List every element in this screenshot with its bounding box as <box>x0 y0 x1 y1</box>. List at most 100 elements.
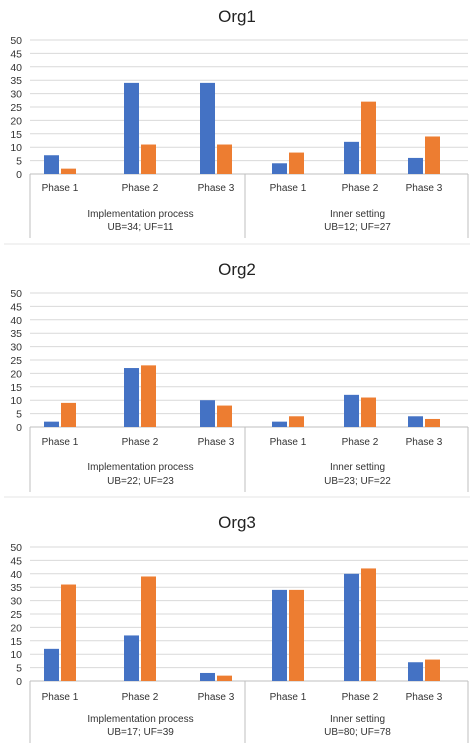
x-category-label: Phase 2 <box>122 183 159 194</box>
y-tick-label: 5 <box>16 663 22 675</box>
y-tick-label: 35 <box>10 75 22 87</box>
bar-series2-4 <box>289 416 304 427</box>
y-tick-label: 0 <box>16 422 22 434</box>
bar-series1-6 <box>408 662 423 681</box>
y-tick-label: 15 <box>10 636 22 648</box>
x-group-stats: UB=12; UF=27 <box>324 222 391 233</box>
y-tick-label: 30 <box>10 342 22 354</box>
y-tick-label: 15 <box>10 129 22 141</box>
bar-series1-5 <box>344 394 359 427</box>
x-category-label: Phase 1 <box>270 183 307 194</box>
x-category-label: Phase 2 <box>342 692 379 703</box>
bar-series1-3 <box>200 400 215 427</box>
x-group-label: Implementation process <box>87 209 193 220</box>
y-tick-label: 10 <box>10 649 22 661</box>
bar-series1-4 <box>272 163 287 174</box>
y-tick-label: 20 <box>10 115 22 127</box>
x-group-label: Implementation process <box>87 462 193 473</box>
y-tick-label: 0 <box>16 676 22 688</box>
x-group-stats: UB=22; UF=23 <box>107 476 174 487</box>
bar-series2-2 <box>141 365 156 427</box>
y-tick-label: 45 <box>10 48 22 60</box>
y-tick-label: 5 <box>16 156 22 168</box>
bar-series1-2 <box>124 368 139 427</box>
chart-title: Org3 <box>218 513 256 532</box>
y-tick-label: 15 <box>10 382 22 394</box>
bar-series2-4 <box>289 152 304 174</box>
bar-series1-1 <box>44 648 59 681</box>
x-category-label: Phase 3 <box>406 183 443 194</box>
x-category-label: Phase 2 <box>122 692 159 703</box>
y-tick-label: 50 <box>10 288 22 300</box>
x-category-label: Phase 2 <box>342 437 379 448</box>
y-tick-label: 35 <box>10 328 22 340</box>
bar-series2-6 <box>425 418 440 427</box>
y-tick-label: 20 <box>10 368 22 380</box>
bar-series1-3 <box>200 82 215 174</box>
x-category-label: Phase 1 <box>270 437 307 448</box>
y-tick-label: 5 <box>16 409 22 421</box>
y-tick-label: 45 <box>10 301 22 313</box>
x-group-label: Inner setting <box>330 462 385 473</box>
y-tick-label: 30 <box>10 89 22 101</box>
bar-series1-6 <box>408 157 423 174</box>
x-category-label: Phase 3 <box>406 437 443 448</box>
bar-series2-3 <box>217 144 232 174</box>
bar-series2-6 <box>425 136 440 174</box>
y-tick-label: 50 <box>10 542 22 554</box>
x-group-label: Implementation process <box>87 714 193 725</box>
x-group-label: Inner setting <box>330 209 385 220</box>
bar-series2-3 <box>217 675 232 681</box>
bar-series2-5 <box>361 568 376 681</box>
bar-series1-5 <box>344 573 359 681</box>
y-tick-label: 50 <box>10 35 22 47</box>
bar-series2-4 <box>289 589 304 681</box>
bar-series1-4 <box>272 589 287 681</box>
bar-series1-1 <box>44 421 59 427</box>
bar-series1-2 <box>124 635 139 681</box>
x-group-stats: UB=17; UF=39 <box>107 727 174 738</box>
x-group-label: Inner setting <box>330 714 385 725</box>
y-tick-label: 10 <box>10 395 22 407</box>
x-category-label: Phase 1 <box>42 437 79 448</box>
bar-series1-6 <box>408 416 423 427</box>
bar-series2-2 <box>141 576 156 681</box>
bar-series1-5 <box>344 141 359 174</box>
x-group-stats: UB=80; UF=78 <box>324 727 391 738</box>
x-category-label: Phase 3 <box>198 183 235 194</box>
x-group-stats: UB=34; UF=11 <box>108 222 174 233</box>
bar-series2-1 <box>61 168 76 174</box>
bar-series2-5 <box>361 397 376 427</box>
y-tick-label: 45 <box>10 555 22 567</box>
bar-series2-5 <box>361 101 376 174</box>
bar-series1-2 <box>124 82 139 174</box>
x-category-label: Phase 1 <box>42 183 79 194</box>
x-category-label: Phase 2 <box>342 183 379 194</box>
x-category-label: Phase 1 <box>270 692 307 703</box>
bar-series2-1 <box>61 584 76 681</box>
y-tick-label: 25 <box>10 355 22 367</box>
bar-series1-1 <box>44 155 59 174</box>
y-tick-label: 40 <box>10 62 22 74</box>
y-tick-label: 0 <box>16 169 22 181</box>
y-tick-label: 25 <box>10 609 22 621</box>
bar-series1-4 <box>272 421 287 427</box>
chart-title: Org2 <box>218 260 256 279</box>
bar-series2-1 <box>61 402 76 427</box>
bar-series2-6 <box>425 659 440 681</box>
y-tick-label: 25 <box>10 102 22 114</box>
bar-series1-3 <box>200 672 215 681</box>
chart-title: Org1 <box>218 7 256 26</box>
y-tick-label: 30 <box>10 596 22 608</box>
x-category-label: Phase 3 <box>406 692 443 703</box>
y-tick-label: 35 <box>10 582 22 594</box>
y-tick-label: 40 <box>10 569 22 581</box>
bar-series2-3 <box>217 405 232 427</box>
x-category-label: Phase 1 <box>42 692 79 703</box>
bar-series2-2 <box>141 144 156 174</box>
y-tick-label: 40 <box>10 315 22 327</box>
